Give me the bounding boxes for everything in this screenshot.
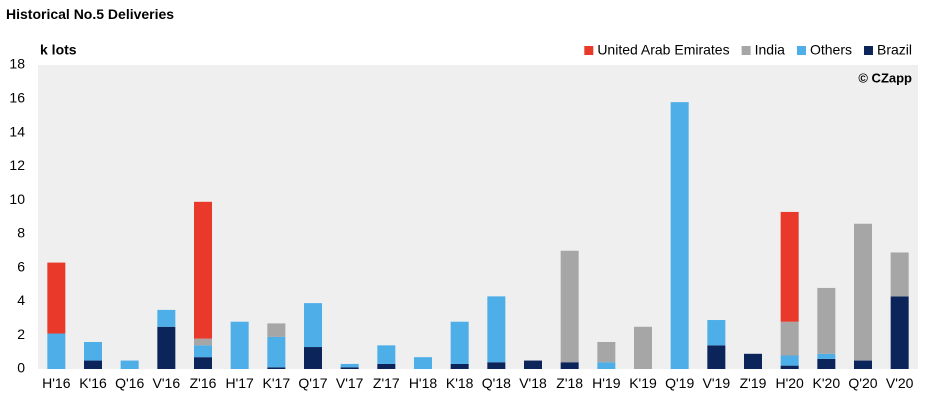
y-tick-label: 4 (17, 292, 25, 308)
bar-segment-india (194, 338, 212, 346)
x-tick-label: Q'18 (482, 375, 511, 391)
bar-segment-brazil (157, 326, 176, 369)
x-tick-label: H'18 (409, 375, 438, 391)
watermark-text: © CZapp (858, 70, 912, 85)
x-tick-label: H'20 (775, 375, 804, 391)
x-tick-label: Z'19 (740, 375, 767, 391)
x-axis-ticks: H'16 K'16 Q'16 V'16 Z'16 H'17 K'17 Q'17 V'17 Z'17… (42, 375, 914, 391)
bar-segment-others (304, 303, 322, 348)
bar-segment-brazil (450, 363, 469, 369)
bar-segment-others (450, 321, 469, 364)
bar-segment-others (817, 353, 836, 359)
bar-segment-india (634, 326, 652, 369)
y-tick-label: 16 (9, 89, 25, 105)
bar-segment-india (597, 341, 616, 363)
x-tick-label: V'16 (153, 375, 181, 391)
legend-swatch (584, 46, 594, 55)
legend-label: United Arab Emirates (597, 42, 729, 58)
bar-segment-brazil (890, 296, 909, 369)
bar-segment-brazil (377, 363, 396, 369)
bar-segment-others (230, 321, 249, 369)
x-tick-label: K'17 (263, 375, 291, 391)
bar-segment-india (560, 250, 579, 363)
legend-label: Others (810, 42, 852, 58)
bar-segment-india (890, 252, 909, 297)
bar-segment-others (267, 336, 286, 368)
bar-segment-united-arab-emirates (780, 211, 799, 322)
x-tick-label: K'20 (813, 375, 841, 391)
x-tick-label: K'16 (79, 375, 107, 391)
y-axis-unit-label: k lots (40, 42, 77, 58)
bar-segment-others (340, 363, 359, 368)
y-tick-label: 8 (17, 225, 25, 241)
y-tick-label: 14 (9, 123, 25, 139)
x-tick-label: Q'16 (115, 375, 144, 391)
x-tick-label: H'17 (225, 375, 254, 391)
bar-segment-others (414, 357, 432, 369)
legend-label: Brazil (877, 42, 912, 58)
bar-segment-brazil (487, 362, 506, 369)
y-tick-label: 0 (17, 360, 25, 376)
bar-segment-others (670, 102, 689, 370)
bar-segment-brazil (817, 358, 836, 369)
x-tick-label: V'19 (703, 375, 731, 391)
bar-segment-brazil (84, 360, 102, 369)
bar-segment-brazil (340, 367, 359, 369)
y-tick-label: 18 (9, 56, 25, 72)
legend-swatch (796, 46, 806, 55)
bars (47, 102, 909, 370)
bar-segment-others (84, 341, 102, 361)
legend: United Arab Emirates India Others Brazil (584, 42, 912, 58)
y-axis-ticks: 0 2 4 6 8 10 12 14 16 18 (9, 56, 25, 376)
bar-segment-brazil (854, 360, 872, 369)
x-tick-label: Q'20 (848, 375, 877, 391)
x-tick-label: Z'18 (556, 375, 583, 391)
bar-segment-brazil (780, 365, 799, 369)
bar-segment-brazil (524, 360, 542, 369)
bar-segment-brazil (707, 345, 726, 369)
bar-segment-others (377, 345, 396, 364)
bar-segment-others (597, 362, 616, 369)
y-tick-label: 12 (9, 157, 25, 173)
x-tick-label: V'17 (336, 375, 364, 391)
bar-segment-united-arab-emirates (194, 201, 212, 339)
bar-segment-india (854, 223, 872, 361)
x-tick-label: Q'17 (298, 375, 327, 391)
x-tick-label: Z'16 (190, 375, 217, 391)
plot-area (38, 65, 918, 369)
bar-segment-brazil (560, 362, 579, 369)
x-tick-label: K'19 (629, 375, 657, 391)
chart-title: Historical No.5 Deliveries (6, 6, 175, 22)
legend-label: India (755, 42, 786, 58)
x-tick-label: K'18 (446, 375, 474, 391)
bar-segment-india (780, 321, 799, 356)
bar-segment-others (47, 333, 66, 369)
x-tick-label: Z'17 (373, 375, 400, 391)
bar-segment-united-arab-emirates (47, 262, 66, 334)
y-tick-label: 10 (9, 191, 25, 207)
bar-segment-others (120, 360, 139, 369)
bar-segment-others (780, 355, 799, 366)
y-tick-label: 6 (17, 258, 25, 274)
bar-segment-others (157, 309, 176, 327)
bar-segment-india (817, 287, 836, 354)
legend-swatch (863, 46, 873, 55)
bar-segment-india (267, 323, 286, 337)
bar-segment-others (194, 345, 212, 358)
x-tick-label: V'20 (886, 375, 914, 391)
bar-segment-brazil (194, 357, 212, 369)
bar-segment-others (487, 296, 506, 363)
y-tick-label: 2 (17, 326, 25, 342)
x-tick-label: H'19 (592, 375, 621, 391)
x-tick-label: H'16 (42, 375, 71, 391)
x-tick-label: Q'19 (665, 375, 694, 391)
bar-segment-brazil (304, 347, 322, 369)
x-tick-label: V'18 (519, 375, 547, 391)
bar-segment-brazil (267, 367, 286, 369)
bar-segment-others (707, 320, 726, 346)
bar-segment-brazil (744, 353, 762, 369)
legend-swatch (741, 46, 751, 55)
